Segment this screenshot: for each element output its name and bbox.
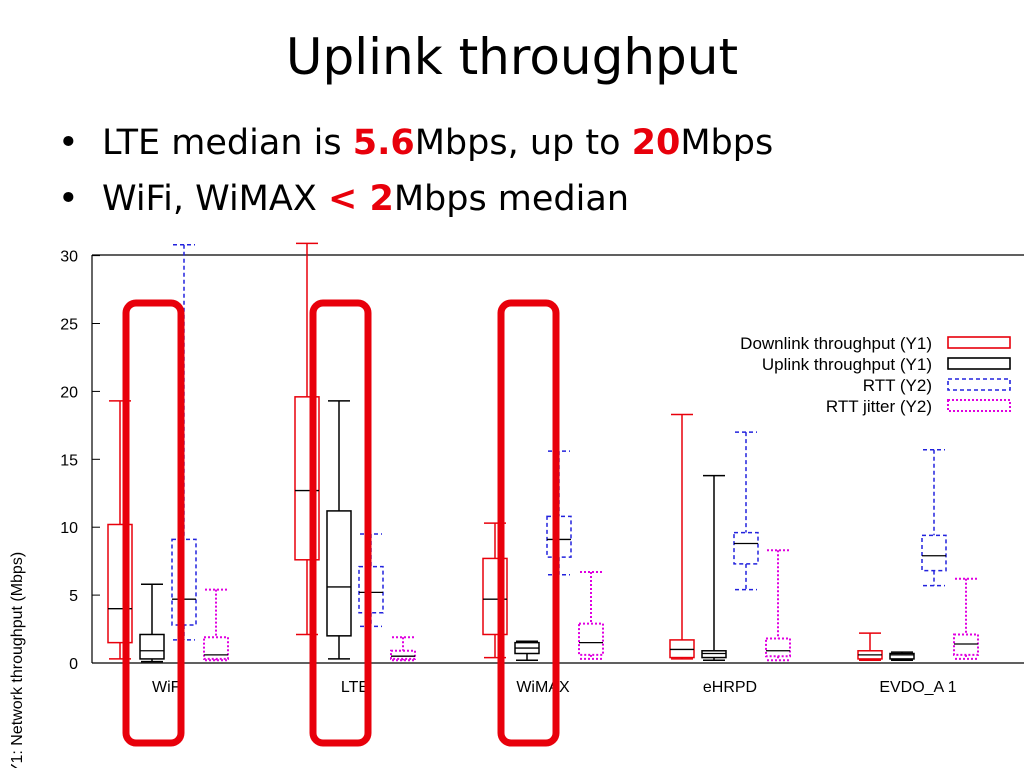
x-tick-label: EVDO_A 1	[879, 679, 956, 696]
legend-swatch	[947, 336, 1011, 349]
bullet-text: LTE median is	[102, 123, 353, 163]
box-iqr	[390, 649, 416, 660]
legend-swatch	[947, 357, 1011, 370]
box	[921, 449, 947, 587]
box	[326, 400, 352, 660]
box	[669, 413, 695, 660]
bullet-highlight: 5.6	[352, 123, 415, 163]
legend: Downlink throughput (Y1) Uplink throughpu…	[740, 334, 1011, 416]
y-tick-label: 25	[60, 317, 78, 334]
legend-swatch	[947, 399, 1011, 412]
series-rtt-jitter-y2	[203, 549, 979, 662]
box-iqr	[733, 531, 759, 565]
legend-label: Downlink throughput (Y1)	[740, 334, 932, 353]
box-iqr	[139, 633, 165, 660]
box	[203, 588, 229, 662]
boxplot-chart: 0 5 10 15 20 25 30 WiFi LTE WiMAX eHRPD EVDO_A 1 D…	[9, 242, 1024, 768]
y-axis-label: Y1: Network throughput (Mbps)	[9, 552, 26, 768]
x-tick-label: LTE	[341, 679, 369, 696]
series-uplink-throughput-y1	[139, 400, 915, 663]
box-iqr	[326, 510, 352, 637]
box	[733, 431, 759, 591]
y-tick-label: 0	[69, 656, 78, 673]
slide-title: Uplink throughput	[285, 28, 739, 86]
bullet-text: Mbps	[680, 123, 774, 163]
box-iqr	[765, 637, 791, 658]
series-downlink-throughput-y1	[107, 242, 883, 662]
x-tick-label: WiMAX	[516, 679, 570, 696]
box-iqr	[578, 622, 604, 656]
bullet-item-lte: • LTE median is 5.6Mbps, up to 20Mbps	[58, 122, 773, 164]
box-iqr	[203, 636, 229, 660]
x-tick-label: WiFi	[152, 679, 184, 696]
box-iqr	[669, 639, 695, 659]
box-iqr	[701, 650, 727, 659]
y-tick-label: 15	[60, 452, 78, 469]
bullet-highlight: < 2	[327, 179, 394, 219]
box	[139, 583, 165, 663]
box	[578, 571, 604, 660]
y-tick-label: 20	[60, 384, 78, 401]
bullet-text: WiFi, WiMAX	[102, 179, 328, 219]
y-tick-label: 5	[69, 588, 78, 605]
x-tick-label: eHRPD	[703, 679, 757, 696]
highlight-box	[497, 299, 560, 747]
highlight-annotations	[122, 299, 560, 747]
bullet-text: Mbps median	[393, 179, 630, 219]
highlight-box	[122, 299, 185, 747]
y-axis: 0 5 10 15 20 25 30	[60, 249, 100, 673]
bullet-highlight: 20	[631, 123, 681, 163]
box	[953, 577, 979, 660]
bullet-dot: •	[58, 179, 79, 219]
box	[889, 651, 915, 662]
y-tick-label: 30	[60, 249, 78, 266]
box	[857, 632, 883, 662]
legend-label: RTT (Y2)	[863, 376, 932, 395]
box	[765, 549, 791, 662]
box	[390, 636, 416, 662]
box	[701, 474, 727, 662]
bullet-dot: •	[58, 123, 79, 163]
box	[514, 640, 540, 662]
bullet-text: Mbps, up to	[414, 123, 632, 163]
legend-label: RTT jitter (Y2)	[826, 397, 932, 416]
legend-swatch	[947, 378, 1011, 391]
box-iqr	[921, 534, 947, 572]
bullet-item-wifi-wimax: • WiFi, WiMAX < 2Mbps median	[58, 178, 773, 220]
box-iqr	[953, 633, 979, 656]
bullet-list: • LTE median is 5.6Mbps, up to 20Mbps • Wi…	[58, 122, 773, 234]
legend-label: Uplink throughput (Y1)	[762, 355, 932, 374]
x-axis: WiFi LTE WiMAX eHRPD EVDO_A 1	[152, 679, 957, 696]
box-iqr	[889, 652, 915, 660]
highlight-box	[309, 299, 372, 747]
y-tick-label: 10	[60, 520, 78, 537]
